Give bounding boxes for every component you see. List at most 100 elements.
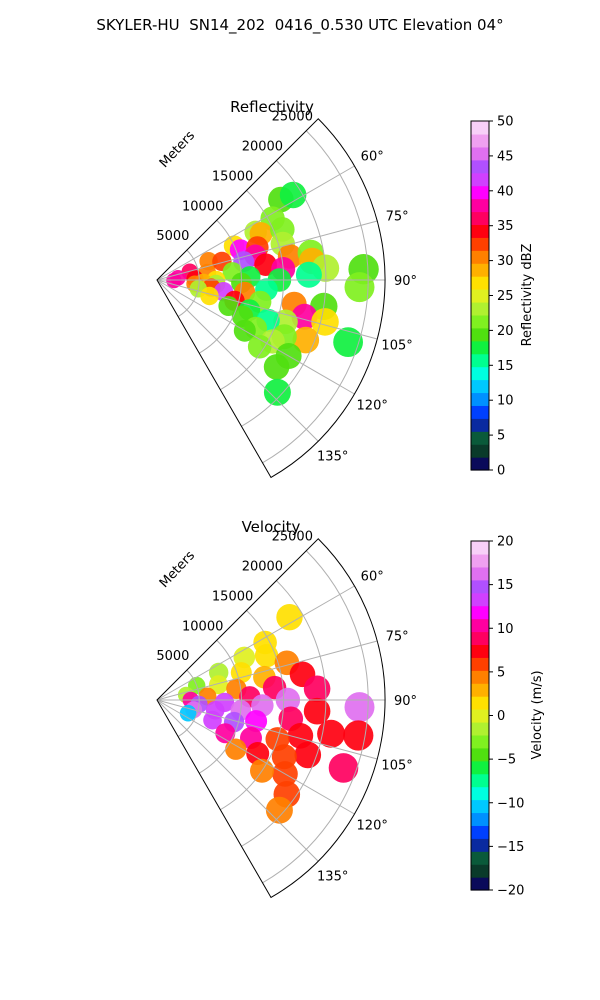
velocity-azimuth-gridline [156,699,319,862]
velocity-colorbar-label: Velocity (m/s) [530,670,545,759]
velocity-cell [254,644,279,668]
velocity-colorbar-segment [471,709,489,723]
reflectivity-range-ring [220,190,285,391]
reflectivity-tick-labels: 60° 75° 90° 105° 120° 135° 5000 10000 15000 20000… [156,110,417,465]
velocity-colorbar-tick-label: 5 [497,665,505,680]
reflectivity-cell [200,286,219,306]
reflectivity-colorbar-segment [471,392,489,406]
reflectivity-colorbar-segment [471,237,489,251]
reflectivity-range-ring [262,130,369,464]
reflectivity-azimuth-gridline [156,220,378,281]
reflectivity-colorbar-tick-label: 35 [497,219,514,234]
velocity-colorbar-segment [471,851,489,865]
reflectivity-colorbar-segment [471,172,489,187]
velocity-colorbar-segment [471,541,489,555]
velocity-colorbar-segment [471,760,489,775]
velocity-colorbar-segment [471,721,489,736]
velocity-sector-frame [156,538,386,899]
velocity-range-ring [220,610,285,811]
reflectivity-colorbar-segment [471,353,489,368]
reflectivity-colorbar-tick-label: 50 [497,115,514,130]
figure-title: SKYLER-HU SN14_202 0416_0.530 UTC Elevat… [96,16,504,34]
velocity-cell [225,738,247,760]
velocity-range-ring [198,639,242,774]
reflectivity-azimuth-tick-label: 60° [361,150,384,165]
reflectivity-azimuth-gridline [156,279,378,340]
reflectivity-colorbar-tick-label: 45 [497,149,514,164]
reflectivity-colorbar-tick-label: 10 [497,394,514,409]
velocity-azimuth-tick-label: 90° [394,694,417,709]
reflectivity-colorbar-label: Reflectivity dBZ [520,244,535,347]
reflectivity-cells [166,181,379,406]
velocity-grid [156,538,386,899]
reflectivity-colorbar-tick-label: 0 [497,464,505,479]
velocity-range-ring [262,550,369,884]
reflectivity-range-ring [177,249,200,317]
velocity-colorbar-segment [471,579,489,594]
velocity-colorbar-segment [471,825,489,839]
velocity-colorbar-segment [471,605,489,620]
reflectivity-colorbar-segment [471,185,489,200]
velocity-azimuth-gridline [156,585,355,701]
velocity-colorbar-tick-label: 10 [497,622,514,637]
reflectivity-colorbar-tick-label: 30 [497,254,514,269]
reflectivity-colorbar-segment [471,301,489,316]
reflectivity-cell [333,327,363,357]
velocity-azimuth-tick-label: 75° [386,630,409,645]
velocity-colorbar-tick-label: −20 [497,884,524,899]
reflectivity-azimuth-tick-label: 75° [386,210,409,225]
reflectivity-cell [295,261,322,288]
reflectivity-colorbar-segment [471,276,489,290]
velocity-cell [276,604,303,631]
reflectivity-azimuth-tick-label: 120° [357,398,388,413]
velocity-azimuth-gridline [156,699,355,815]
reflectivity-colorbar-segment [471,340,489,355]
velocity-colorbar-segment [471,786,489,801]
velocity-cell [265,796,293,824]
reflectivity-colorbar-segment [471,431,489,445]
velocity-cell [328,753,359,783]
reflectivity-azimuth-gridline [156,165,355,281]
reflectivity-colorbar-segment [471,289,489,303]
reflectivity-colorbar-tick-label: 25 [497,289,514,304]
reflectivity-cell [311,308,339,336]
reflectivity-azimuth-gridline [156,279,355,395]
velocity-azimuth-tick-label: 105° [381,758,412,773]
velocity-range-tick-label: 15000 [212,589,253,604]
reflectivity-grid [156,118,386,479]
reflectivity-colorbar-segment [471,418,489,432]
velocity-colorbar-segment [471,631,489,646]
velocity-colorbar-tick-label: −5 [497,753,516,768]
velocity-colorbar-segment [471,877,489,891]
velocity-range-tick-label: 20000 [242,560,283,575]
reflectivity-colorbar-segment [471,224,489,238]
reflectivity-azimuth-tick-label: 90° [394,274,417,289]
velocity-colorbar-segment [471,773,489,788]
velocity-colorbar-segment [471,864,489,878]
reflectivity-azimuth-gridline [156,279,319,442]
velocity-azimuth-tick-label: 135° [317,870,348,885]
velocity-colorbar-segment [471,657,489,671]
velocity-colorbar-segment [471,553,489,568]
reflectivity-colorbar-segment [471,457,489,471]
velocity-cell [303,697,331,725]
velocity-colorbar: Velocity (m/s) −20 −15 −10 −5 0 5 10 15 20 [470,535,545,899]
reflectivity-colorbar-tick-label: 5 [497,429,505,444]
velocity-cell [303,675,331,703]
reflectivity-colorbar-segment [471,327,489,342]
velocity-azimuth-tick-label: 60° [361,570,384,585]
velocity-range-tick-label: 5000 [156,649,189,664]
velocity-title: Velocity [242,518,301,536]
velocity-colorbar-segment [471,696,489,710]
reflectivity-colorbar-tick-label: 20 [497,324,514,339]
reflectivity-cell [247,334,272,359]
velocity-azimuth-gridline [156,699,378,760]
velocity-range-tick-label: 10000 [182,619,223,634]
reflectivity-colorbar-segment [471,379,489,394]
velocity-range-ring [177,669,200,737]
velocity-colorbar-segment [471,734,489,749]
velocity-colorbar-tick-label: −15 [497,840,524,855]
reflectivity-range-axis-label: Meters [157,128,198,171]
reflectivity-range-tick-label: 20000 [242,140,283,155]
